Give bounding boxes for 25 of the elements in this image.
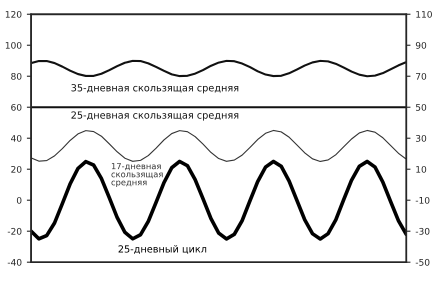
y2-tick-label: -10	[416, 196, 430, 204]
series-label: 17-дневная скользящая средняя	[111, 163, 163, 188]
y-tick-label: 100	[6, 42, 22, 49]
y2-tick-label: 70	[416, 72, 426, 80]
y-tick-label: -20	[8, 228, 22, 235]
y2-tick-label: 30	[416, 134, 426, 142]
y-tick-label: 0	[16, 196, 22, 204]
line-series	[31, 60, 406, 78]
line-series	[31, 160, 406, 241]
y2-tick-label: 10	[416, 166, 426, 173]
y2-tick-label: 110	[416, 10, 432, 18]
line-series	[31, 130, 406, 162]
series-label: 25-дневный цикл	[118, 245, 206, 254]
y-tick-label: 80	[11, 72, 22, 80]
y-tick-label: 120	[6, 10, 22, 18]
y-tick-label: 20	[11, 166, 22, 173]
y2-tick-label: -50	[416, 258, 430, 266]
y2-tick-label: 50	[416, 104, 426, 111]
series-label: 35-дневная скользящая средняя	[71, 84, 238, 94]
y2-tick-label: -30	[416, 228, 430, 235]
y-tick-label: 40	[11, 134, 22, 142]
series-label: 25-дневная скользящая средняя	[71, 111, 238, 121]
y-tick-label: -40	[8, 258, 22, 266]
y2-tick-label: 90	[416, 42, 426, 49]
y-tick-label: 60	[11, 104, 22, 111]
